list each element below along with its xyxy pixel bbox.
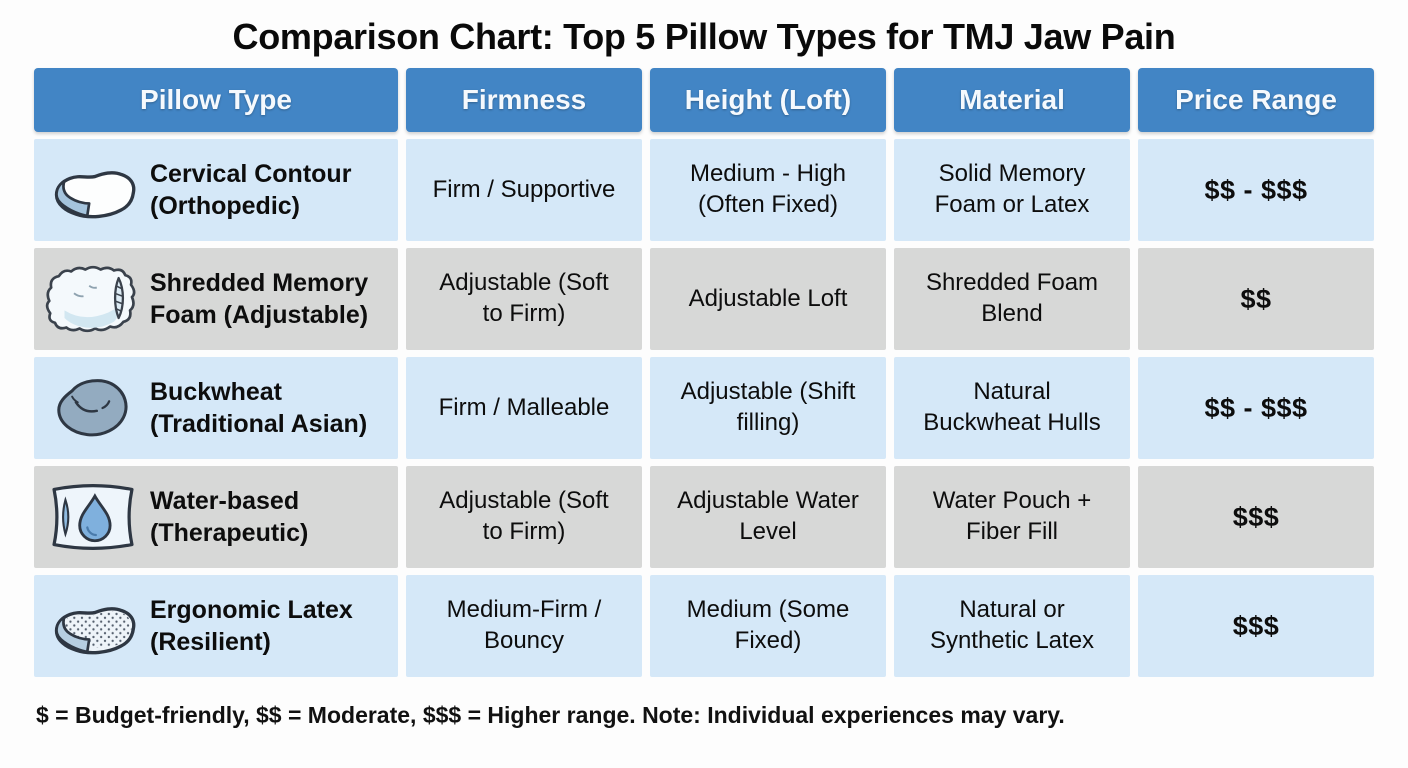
height-loft-cell: Adjustable Water Level — [650, 466, 886, 568]
pillow-name: Buckwheat (Traditional Asian) — [150, 378, 368, 438]
price-legend-note: $ = Budget-friendly, $$ = Moderate, $$$ … — [36, 702, 1065, 728]
shredded-pillow-icon — [42, 261, 144, 337]
latex-pillow-icon — [42, 588, 144, 664]
column-header-price-range: Price Range — [1138, 68, 1374, 132]
pillow-name: Ergonomic Latex (Resilient) — [150, 596, 353, 656]
pillow-type-cell: Cervical Contour (Orthopedic) — [34, 139, 398, 241]
pillow-type-cell: Ergonomic Latex (Resilient) — [34, 575, 398, 677]
buckwheat-pillow-icon — [42, 370, 144, 446]
height-loft-cell: Medium (Some Fixed) — [650, 575, 886, 677]
pillow-type-cell: Buckwheat (Traditional Asian) — [34, 357, 398, 459]
material-cell: Natural or Synthetic Latex — [894, 575, 1130, 677]
price-range-cell: $$ — [1138, 248, 1374, 350]
pillow-name: Cervical Contour (Orthopedic) — [150, 160, 352, 220]
contour-pillow-icon — [42, 152, 144, 228]
column-header-pillow-type: Pillow Type — [34, 68, 398, 132]
height-loft-cell: Adjustable (Shift filling) — [650, 357, 886, 459]
column-header-material: Material — [894, 68, 1130, 132]
page-title: Comparison Chart: Top 5 Pillow Types for… — [232, 16, 1176, 57]
firmness-cell: Medium-Firm / Bouncy — [406, 575, 642, 677]
column-header-firmness: Firmness — [406, 68, 642, 132]
material-cell: Shredded Foam Blend — [894, 248, 1130, 350]
firmness-cell: Firm / Supportive — [406, 139, 642, 241]
material-cell: Natural Buckwheat Hulls — [894, 357, 1130, 459]
column-header-height-loft: Height (Loft) — [650, 68, 886, 132]
price-range-cell: $$ - $$$ — [1138, 357, 1374, 459]
price-range-cell: $$ - $$$ — [1138, 139, 1374, 241]
pillow-type-cell: Shredded Memory Foam (Adjustable) — [34, 248, 398, 350]
firmness-cell: Adjustable (Soft to Firm) — [406, 466, 642, 568]
price-range-cell: $$$ — [1138, 466, 1374, 568]
height-loft-cell: Medium - High (Often Fixed) — [650, 139, 886, 241]
water-pillow-icon — [42, 479, 144, 555]
comparison-table: Pillow Type Firmness Height (Loft) Mater… — [34, 68, 1374, 677]
material-cell: Water Pouch + Fiber Fill — [894, 466, 1130, 568]
height-loft-cell: Adjustable Loft — [650, 248, 886, 350]
material-cell: Solid Memory Foam or Latex — [894, 139, 1130, 241]
pillow-name: Shredded Memory Foam (Adjustable) — [150, 269, 369, 329]
pillow-type-cell: Water-based (Therapeutic) — [34, 466, 398, 568]
price-range-cell: $$$ — [1138, 575, 1374, 677]
pillow-name: Water-based (Therapeutic) — [150, 487, 309, 547]
firmness-cell: Firm / Malleable — [406, 357, 642, 459]
firmness-cell: Adjustable (Soft to Firm) — [406, 248, 642, 350]
